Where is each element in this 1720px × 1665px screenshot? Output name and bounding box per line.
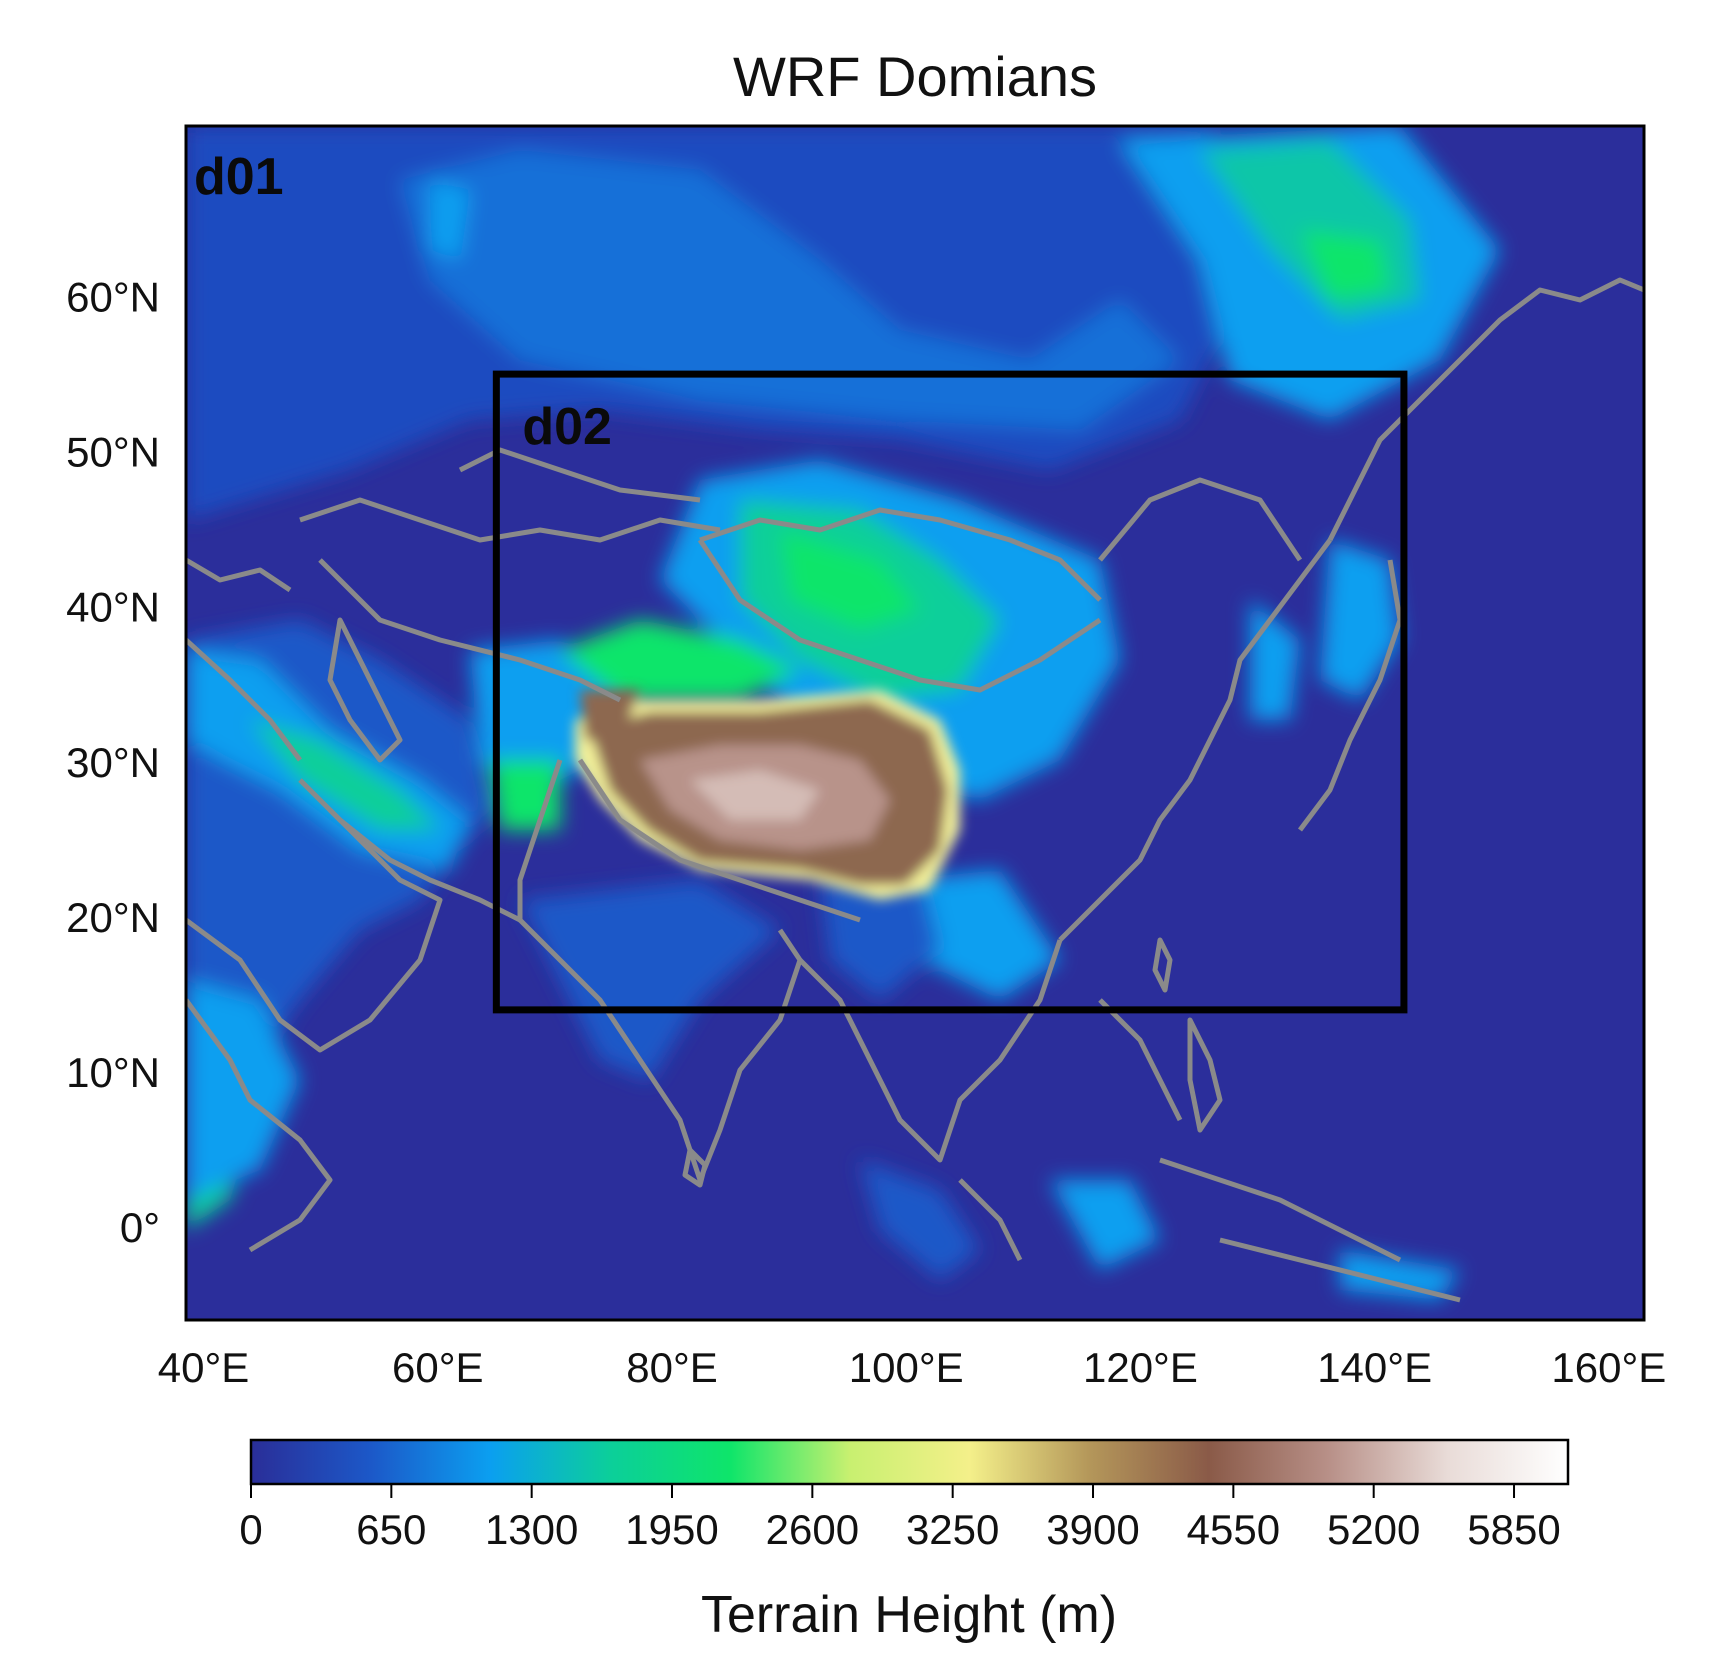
colorbar-tick-label: 650 — [356, 1506, 426, 1553]
domain-d02-label: d02 — [522, 398, 612, 456]
x-tick-label: 160°E — [1551, 1344, 1666, 1391]
y-tick-label: 0° — [120, 1204, 160, 1251]
map-plot-area: d01 d02 — [186, 126, 1644, 1320]
colorbar-tick-label: 5850 — [1467, 1506, 1560, 1553]
country-borders — [186, 277, 1644, 1303]
x-tick-label: 120°E — [1083, 1344, 1198, 1391]
x-axis-ticks: 40°E 60°E 80°E 100°E 120°E 140°E 160°E — [158, 1344, 1667, 1391]
x-tick-label: 40°E — [158, 1344, 250, 1391]
colorbar: 0 650 1300 1950 2600 3250 3900 4550 5200 5850 Ter… — [239, 1438, 1570, 1644]
y-axis-ticks: 60°N 50°N 40°N 30°N 20°N 10°N 0° — [66, 274, 160, 1251]
domain-d02-box — [492, 370, 1408, 1014]
y-tick-label: 60°N — [66, 274, 160, 321]
figure-title: WRF Domians — [733, 45, 1097, 108]
colorbar-tick-label: 5200 — [1327, 1506, 1420, 1553]
y-tick-label: 20°N — [66, 894, 160, 941]
colorbar-tick-label: 0 — [239, 1506, 262, 1553]
y-tick-label: 40°N — [66, 584, 160, 631]
colorbar-tick-label: 3250 — [906, 1506, 999, 1553]
x-tick-label: 100°E — [849, 1344, 964, 1391]
colorbar-tick-label: 4550 — [1187, 1506, 1280, 1553]
x-tick-label: 140°E — [1317, 1344, 1432, 1391]
colorbar-tick-label: 2600 — [766, 1506, 859, 1553]
y-tick-label: 50°N — [66, 429, 160, 476]
y-tick-label: 10°N — [66, 1049, 160, 1096]
colorbar-gradient — [249, 1438, 1570, 1486]
colorbar-label: Terrain Height (m) — [701, 1586, 1117, 1644]
x-tick-label: 60°E — [392, 1344, 484, 1391]
x-tick-label: 80°E — [626, 1344, 718, 1391]
map-frame — [184, 124, 1646, 1322]
colorbar-ticks: 0 650 1300 1950 2600 3250 3900 4550 5200 5850 — [239, 1484, 1561, 1553]
colorbar-tick-label: 1300 — [485, 1506, 578, 1553]
colorbar-tick-label: 3900 — [1046, 1506, 1139, 1553]
colorbar-tick-label: 1950 — [625, 1506, 718, 1553]
domain-d01-label: d01 — [194, 148, 284, 206]
y-tick-label: 30°N — [66, 739, 160, 786]
